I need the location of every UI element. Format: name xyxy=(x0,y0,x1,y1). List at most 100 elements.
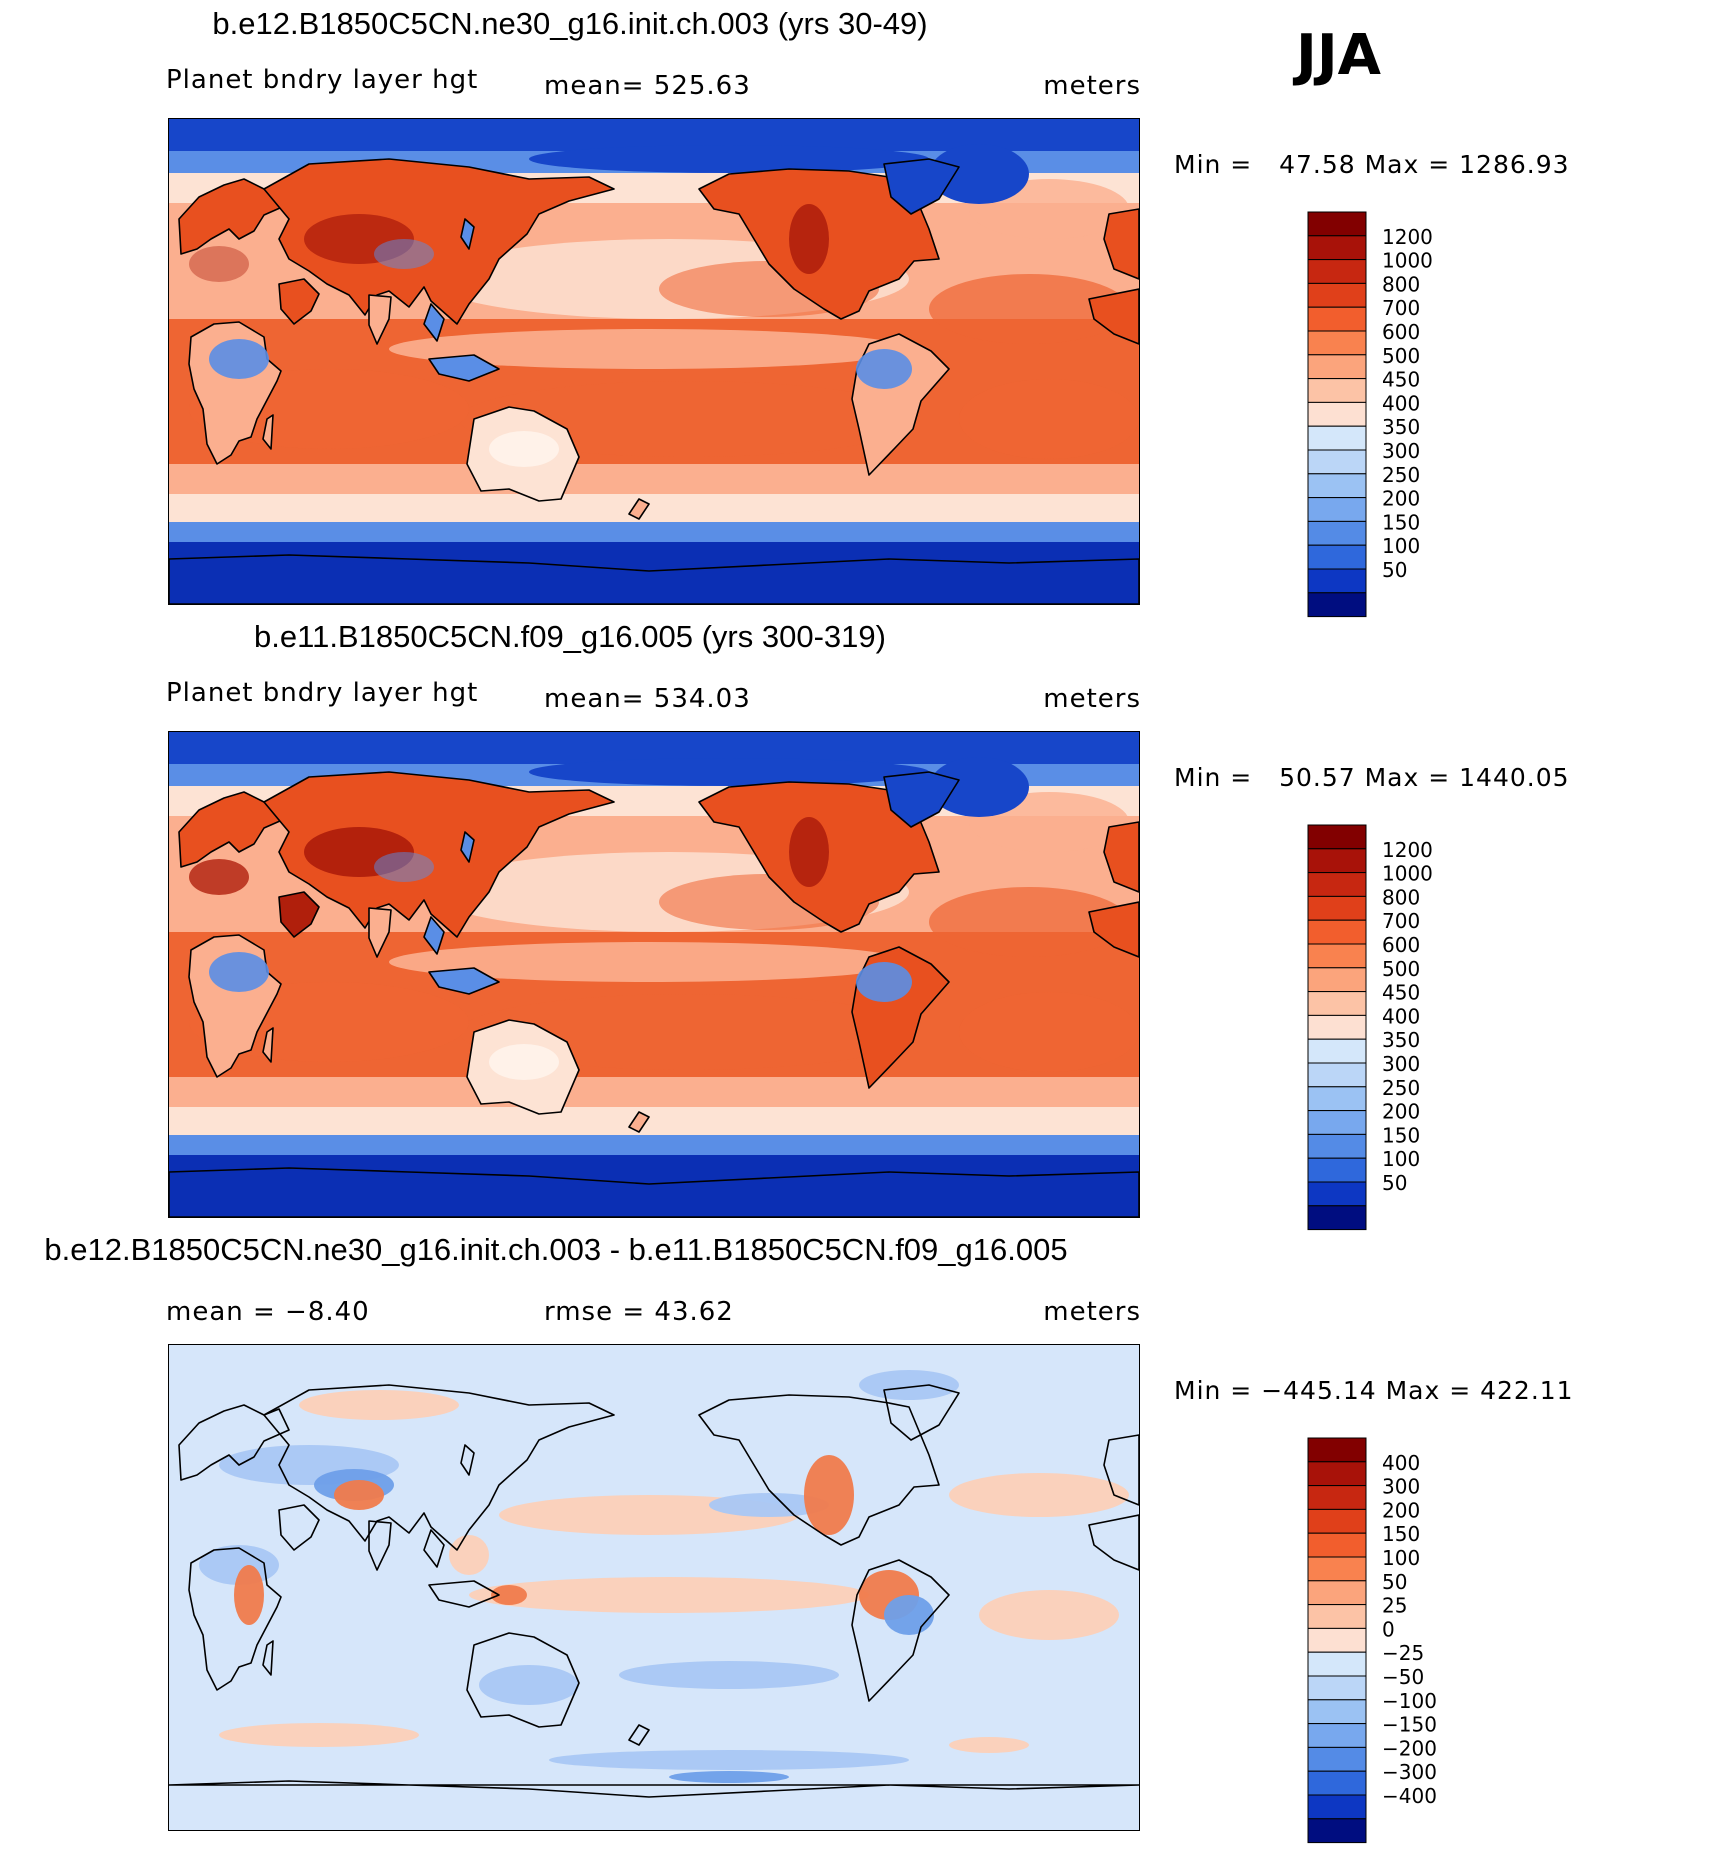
colorbar-tick-label: −50 xyxy=(1382,1665,1424,1689)
colorbar-tick-label: 0 xyxy=(1382,1617,1395,1641)
colorbar: 1200 1000 800 700 600 500 450 400 350 300 250 200 15… xyxy=(1307,211,1448,618)
anomaly-patch xyxy=(449,1535,489,1575)
colorbar-swatch xyxy=(1307,1580,1367,1606)
units-label: meters xyxy=(1043,71,1141,101)
panel-title: b.e12.B1850C5CN.ne30_g16.init.ch.003 (yr… xyxy=(212,6,928,41)
continent-japan xyxy=(460,218,475,250)
north-atlantic-high xyxy=(929,887,1129,957)
colorbar-swatch xyxy=(1307,1437,1367,1463)
colorbar-tick-label: −25 xyxy=(1382,1641,1424,1665)
colorbar-swatch xyxy=(1307,872,1367,897)
units-label: meters xyxy=(1043,684,1141,714)
continent-wafrica xyxy=(1088,288,1139,345)
colorbar-swatch xyxy=(1307,544,1367,570)
continent-arabia xyxy=(278,1504,320,1551)
colorbar-tick-label: 300 xyxy=(1382,1052,1420,1076)
colorbar-tick-label: 1000 xyxy=(1382,862,1433,886)
continent-seasia xyxy=(423,916,445,955)
continent-greenland xyxy=(883,1384,960,1441)
colorbar-tick-label: 50 xyxy=(1382,1171,1407,1195)
colorbar-tick-label: 400 xyxy=(1382,1451,1420,1475)
continent-madagascar xyxy=(262,1027,274,1063)
continent-asia xyxy=(263,158,615,325)
colorbar-swatch xyxy=(1307,1205,1367,1231)
colorbar-tick-label: 1000 xyxy=(1382,249,1433,273)
colorbar-swatch xyxy=(1307,211,1367,237)
colorbar-tick-label: 100 xyxy=(1382,534,1420,558)
anomaly-patch xyxy=(804,1455,854,1535)
colorbar-swatch xyxy=(1307,1110,1367,1135)
min-max-label: Min = −445.14 Max = 422.11 xyxy=(1174,1376,1574,1405)
anomaly-patch xyxy=(479,1665,579,1705)
continent-newzealand xyxy=(628,1111,650,1133)
continent-india xyxy=(368,1520,392,1571)
mean-label: mean= 534.03 xyxy=(544,684,751,714)
colorbar-swatch xyxy=(1307,1675,1367,1701)
panel-title: b.e12.B1850C5CN.ne30_g16.init.ch.003 - b… xyxy=(44,1232,1068,1267)
north-atlantic-high xyxy=(929,274,1129,344)
south-atlantic-high xyxy=(959,992,1139,1072)
colorbar-swatch xyxy=(1307,1532,1367,1558)
mean-label: mean = −8.40 xyxy=(166,1297,370,1327)
australia-interior xyxy=(489,1044,559,1080)
anomaly-patch xyxy=(949,1473,1129,1517)
colorbar-tick-label: 300 xyxy=(1382,1475,1420,1499)
colorbar-swatch xyxy=(1307,1723,1367,1748)
colorbar-tick-label: 200 xyxy=(1382,1100,1420,1124)
colorbar-swatch xyxy=(1307,919,1367,945)
continent-arabia xyxy=(278,278,320,325)
continent-westeur xyxy=(1103,1434,1139,1506)
colorbar-swatch xyxy=(1307,824,1367,850)
panel-difference: b.e12.B1850C5CN.ne30_g16.init.ch.003 - b… xyxy=(0,1226,1710,1846)
continent-europe xyxy=(178,178,290,255)
southern-ocean-band xyxy=(169,522,1139,542)
colorbar-tick-label: 50 xyxy=(1382,558,1407,582)
continent-europe xyxy=(178,1404,290,1481)
continent-indonesia xyxy=(428,354,500,382)
continent-namerica xyxy=(698,1394,940,1546)
rockies-max xyxy=(789,817,829,887)
min-max-label: Min = 50.57 Max = 1440.05 xyxy=(1174,763,1570,792)
colorbar-tick-label: 400 xyxy=(1382,1004,1420,1028)
colorbar-tick-label: 700 xyxy=(1382,296,1420,320)
anomaly-patch xyxy=(234,1565,264,1625)
amazon-low xyxy=(856,962,912,1002)
colorbar-swatch xyxy=(1307,967,1367,993)
continent-antarctica xyxy=(169,1780,1139,1798)
colorbar-tick-label: 200 xyxy=(1382,487,1420,511)
anomaly-patch xyxy=(334,1480,384,1510)
tibet-low xyxy=(374,852,434,882)
colorbar-tick-label: −400 xyxy=(1382,1784,1437,1808)
itcz xyxy=(389,329,909,369)
colorbar-swatch xyxy=(1307,330,1367,356)
continent-westeur xyxy=(1103,208,1139,280)
anomaly-patch xyxy=(491,1585,527,1605)
west-africa-low xyxy=(209,339,269,379)
anomaly-patch xyxy=(299,1390,459,1420)
sahara-max xyxy=(189,859,249,895)
continent-wafrica xyxy=(1088,901,1139,958)
colorbar-tick-label: 1200 xyxy=(1382,225,1433,249)
anomaly-patch xyxy=(884,1595,934,1635)
amazon-low xyxy=(856,349,912,389)
colorbar-tick-label: 250 xyxy=(1382,463,1420,487)
colorbar-swatch xyxy=(1307,1038,1367,1064)
colorbar-tick-label: 150 xyxy=(1382,510,1420,534)
continent-indonesia xyxy=(428,967,500,995)
continent-madagascar xyxy=(262,414,274,450)
map-plot xyxy=(168,118,1140,605)
continent-japan xyxy=(460,831,475,863)
colorbar-swatch xyxy=(1307,259,1367,284)
variable-label: Planet bndry layer hgt xyxy=(166,678,479,708)
colorbar-tick-label: 25 xyxy=(1382,1594,1407,1618)
southern-subtropics-band xyxy=(169,464,1139,494)
colorbar-swatch xyxy=(1307,592,1367,618)
anomaly-patch xyxy=(549,1750,909,1770)
labrador-cold xyxy=(929,144,1029,204)
colorbar-tick-label: 350 xyxy=(1382,1028,1420,1052)
colorbar: 1200 1000 800 700 600 500 450 400 350 300 250 200 15… xyxy=(1307,824,1448,1231)
colorbar-tick-label: 1200 xyxy=(1382,838,1433,862)
colorbar-tick-label: 700 xyxy=(1382,909,1420,933)
continent-antarctica xyxy=(169,1167,1139,1217)
colorbar-swatch xyxy=(1307,568,1367,594)
